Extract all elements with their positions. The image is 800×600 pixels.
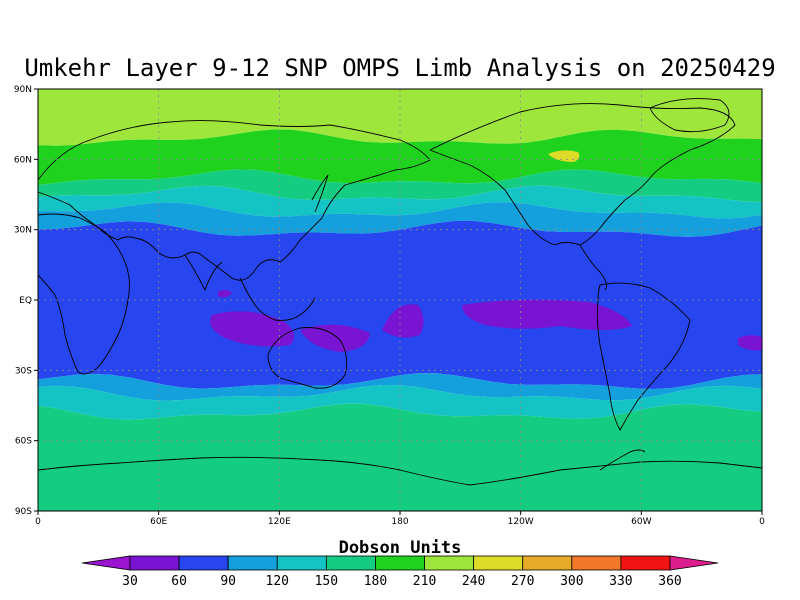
lat-tick-label: EQ [19,296,32,306]
ozone-low-region [210,311,294,347]
ozone-high-region [548,150,580,162]
ozone-lows [210,150,762,352]
coastline-greenland [649,98,730,133]
coastline-australia [267,327,348,389]
colorbar-swatch [375,555,425,571]
lon-tick-label: 0 [35,517,41,527]
ozone-band [38,89,762,146]
ozone-band [38,220,762,389]
lat-tick-label: 60S [15,437,32,447]
colorbar-swatch [227,555,278,571]
ozone-low-region [462,299,632,330]
lat-tick-label: 90S [15,507,32,517]
colorbar-swatch [129,555,180,571]
colorbar-swatch [522,555,573,571]
colorbar-swatch [571,555,622,571]
colorbar-swatch [178,555,229,571]
lat-tick-label: 90N [14,85,32,95]
colorbar-swatch [473,555,524,571]
coastline-africa [37,213,130,375]
ozone-low-region [218,289,232,298]
colorbar: 30 60 90 120 150 180 210 240 270 300 330 360 [81,555,719,589]
coastline-antarctica [37,456,763,486]
coastline-south-america [596,282,691,431]
colorbar-swatch [276,555,327,571]
lat-tick-label: 60N [14,155,32,165]
coastline-india [184,254,223,292]
colorbar-label: 120 [266,574,289,589]
lon-tick-label: 0 [759,517,765,527]
colorbar-label: 270 [511,574,534,589]
ozone-low-region [300,324,370,352]
lon-tick-label: 120W [508,517,534,527]
ozone-band [38,202,762,237]
colorbar-arrow-low [81,555,131,571]
colorbar-label: 360 [658,574,681,589]
colorbar-label: 240 [462,574,485,589]
map-title: Umkehr Layer 9-12 SNP OMPS Limb Analysis… [24,54,776,82]
lon-tick-label: 120E [268,517,291,527]
lon-tick-label: 60E [150,517,167,527]
ozone-band [38,185,762,219]
colorbar-label: 60 [171,574,187,589]
colorbar-label: 330 [609,574,632,589]
colorbar-label: 300 [560,574,583,589]
lon-tick-label: 180 [391,517,408,527]
colorbar-label: 150 [315,574,338,589]
ozone-band [38,373,762,401]
ozone-low-region [738,335,762,351]
colorbar-swatch [424,555,475,571]
lat-tick-label: 30N [14,226,32,236]
colorbar-title: Dobson Units [338,538,462,558]
ozone-band [38,129,762,185]
coastline-central-america [579,244,608,291]
coastline-japan [311,174,329,213]
coastline-se-asia [239,277,316,321]
lon-tick-label: 60W [631,517,651,527]
colorbar-label: 90 [220,574,236,589]
coastline-north-america [429,103,736,246]
ozone-low-region [382,304,424,338]
ozone-bands [38,89,762,511]
coastlines [37,98,763,486]
colorbar-swatch [620,555,671,571]
colorbar-label: 210 [413,574,436,589]
coastline-eurasia [37,120,431,281]
graticule [38,89,762,511]
colorbar-label: 180 [364,574,387,589]
colorbar-swatch [325,555,376,571]
lat-tick-label: 30S [15,366,32,376]
colorbar-arrow-high [669,555,719,571]
ozone-band [38,403,762,511]
colorbar-label: 30 [122,574,138,589]
